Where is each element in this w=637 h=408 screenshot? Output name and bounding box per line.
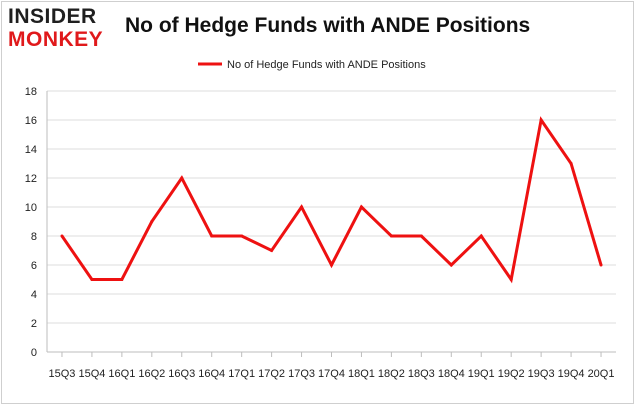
x-tick-label: 17Q3 xyxy=(288,368,315,380)
x-tick-label: 18Q1 xyxy=(348,368,375,380)
x-tick-label: 16Q1 xyxy=(108,368,135,380)
x-tick-label: 18Q2 xyxy=(378,368,405,380)
x-tick-label: 15Q4 xyxy=(78,368,105,380)
data-point xyxy=(60,234,64,238)
data-point xyxy=(389,234,393,238)
insider-monkey-logo: INSIDER MONKEY xyxy=(8,6,103,50)
x-tick-label: 18Q3 xyxy=(408,368,435,380)
chart-title: No of Hedge Funds with ANDE Positions xyxy=(125,14,531,37)
x-tick-label: 18Q4 xyxy=(438,368,465,380)
data-point xyxy=(120,278,124,281)
data-point xyxy=(419,234,423,238)
x-tick-label: 19Q1 xyxy=(468,368,495,380)
data-point xyxy=(330,263,333,267)
y-tick-label: 10 xyxy=(25,202,37,214)
y-tick-label: 4 xyxy=(31,289,37,301)
y-tick-label: 12 xyxy=(25,173,37,185)
data-point xyxy=(479,234,483,238)
x-tick-label: 16Q4 xyxy=(198,368,225,380)
y-tick-label: 16 xyxy=(25,115,37,127)
x-tick-label: 19Q2 xyxy=(498,368,525,380)
y-tick-label: 18 xyxy=(25,86,37,98)
data-point xyxy=(90,278,94,281)
y-tick-label: 14 xyxy=(25,144,37,156)
x-tick-label: 19Q3 xyxy=(528,368,555,380)
legend-label: No of Hedge Funds with ANDE Positions xyxy=(227,59,426,71)
data-point xyxy=(539,118,543,122)
x-tick-label: 17Q1 xyxy=(228,368,255,380)
x-tick-label: 17Q4 xyxy=(318,368,345,380)
x-tick-label: 20Q1 xyxy=(588,368,615,380)
data-point xyxy=(270,249,274,252)
data-point xyxy=(509,278,513,281)
data-point xyxy=(300,205,304,209)
data-point xyxy=(569,162,573,165)
x-tick-label: 17Q2 xyxy=(258,368,285,380)
x-tick-label: 19Q4 xyxy=(558,368,585,380)
y-tick-label: 0 xyxy=(31,347,37,359)
data-point xyxy=(150,220,154,223)
data-point xyxy=(180,176,184,180)
x-tick-label: 16Q3 xyxy=(168,368,195,380)
x-tick-label: 16Q2 xyxy=(138,368,165,380)
data-point xyxy=(240,234,244,238)
logo-line-2: MONKEY xyxy=(8,28,104,51)
data-point xyxy=(359,205,363,209)
data-point xyxy=(599,263,603,267)
y-tick-label: 6 xyxy=(31,260,37,272)
series-line-0 xyxy=(60,116,603,284)
logo-line-1: INSIDER xyxy=(8,5,97,28)
y-tick-label: 2 xyxy=(31,318,37,330)
y-tick-label: 8 xyxy=(31,231,37,243)
data-point xyxy=(210,234,214,238)
data-point xyxy=(449,263,453,267)
x-tick-label: 15Q3 xyxy=(49,368,76,380)
